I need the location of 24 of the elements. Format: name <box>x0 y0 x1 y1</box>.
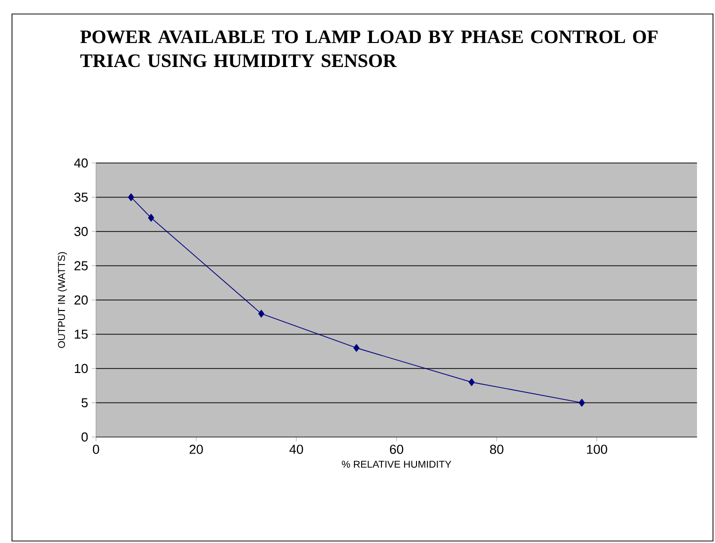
point <box>468 378 475 386</box>
y-tick-label: 20 <box>74 295 88 305</box>
y-tick-label: 15 <box>74 330 88 339</box>
point <box>578 398 585 407</box>
point <box>258 310 264 318</box>
x-tick-label: 20 <box>190 444 203 454</box>
x-axis-title: % RELATIVE HUMIDITY <box>342 460 452 468</box>
y-tick-label: 30 <box>74 226 88 236</box>
point <box>148 214 154 222</box>
chart-title: POWER AVAILABLE TO LAMP LOAD BY PHASE CONTROL OF TRIAC USING HUMIDITY SENSOR <box>80 30 658 68</box>
point <box>353 344 360 352</box>
point <box>128 193 134 202</box>
x-tick-label: 40 <box>289 444 304 454</box>
x-tick-label: 80 <box>490 444 504 454</box>
x-tick-label: 0 <box>92 444 100 454</box>
y-tick-label: 0 <box>82 432 88 442</box>
y-tick-label: 10 <box>74 364 88 374</box>
y-tick-label: 25 <box>74 261 88 270</box>
y-tick-label: 35 <box>74 192 88 202</box>
y-tick-label: 40 <box>74 158 88 168</box>
y-tick-label: 5 <box>82 398 88 408</box>
x-tick-label: 100 <box>587 444 608 454</box>
y-axis-title: OUTPUT IN (WATTS) <box>58 252 67 348</box>
x-tick-label: 60 <box>390 444 404 454</box>
